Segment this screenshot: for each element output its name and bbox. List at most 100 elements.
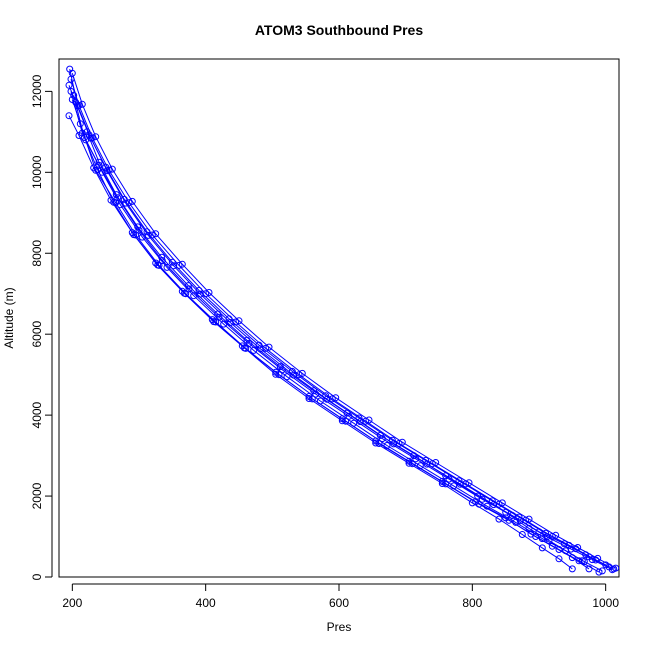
data-point bbox=[518, 531, 526, 538]
data-point bbox=[356, 418, 364, 426]
data-point bbox=[555, 555, 563, 563]
data-point bbox=[75, 132, 83, 139]
data-point bbox=[456, 480, 464, 488]
x-tick-label: 600 bbox=[329, 596, 349, 610]
series-line bbox=[69, 68, 613, 571]
y-tick-label: 2000 bbox=[30, 482, 44, 509]
data-point bbox=[65, 112, 73, 120]
data-point bbox=[168, 258, 176, 266]
data-point bbox=[305, 393, 313, 400]
series-1 bbox=[67, 75, 618, 573]
data-point bbox=[134, 223, 142, 231]
series-line bbox=[71, 73, 616, 569]
data-point bbox=[178, 260, 186, 268]
series-2 bbox=[65, 81, 613, 571]
data-point bbox=[508, 512, 516, 519]
data-point bbox=[490, 501, 498, 509]
y-tick-label: 10000 bbox=[30, 155, 44, 189]
data-point bbox=[595, 568, 603, 576]
y-axis: 0 2000 4000 6000 8000 10000 12000 bbox=[30, 74, 53, 580]
data-point bbox=[290, 371, 298, 379]
data-point bbox=[112, 191, 120, 199]
data-point bbox=[107, 196, 115, 204]
data-point bbox=[545, 537, 553, 545]
data-point bbox=[390, 440, 398, 448]
data-point bbox=[184, 282, 192, 290]
data-point bbox=[310, 387, 318, 395]
data-point bbox=[465, 479, 473, 487]
data-point bbox=[76, 120, 84, 128]
series-10 bbox=[65, 112, 593, 573]
data-point bbox=[214, 310, 222, 318]
y-tick-label: 12000 bbox=[30, 74, 44, 108]
data-point bbox=[538, 544, 546, 552]
data-point bbox=[328, 395, 336, 403]
data-point bbox=[78, 100, 86, 108]
data-point bbox=[235, 317, 243, 325]
data-point bbox=[68, 69, 76, 77]
data-point bbox=[548, 542, 556, 550]
data-point bbox=[495, 515, 503, 523]
data-point bbox=[343, 409, 351, 417]
x-axis-label: Pres bbox=[327, 620, 352, 634]
data-point bbox=[205, 289, 213, 296]
data-point bbox=[585, 565, 593, 573]
series-line bbox=[68, 115, 590, 570]
data-point bbox=[195, 287, 203, 294]
series-5 bbox=[70, 91, 576, 573]
data-point bbox=[90, 164, 98, 172]
data-point bbox=[438, 478, 446, 485]
data-point bbox=[568, 565, 576, 573]
data-point bbox=[372, 437, 380, 445]
series-line bbox=[70, 79, 614, 570]
data-point bbox=[65, 81, 73, 89]
data-point bbox=[574, 544, 582, 551]
data-point bbox=[152, 230, 160, 238]
data-point bbox=[594, 554, 602, 562]
x-tick-label: 1000 bbox=[592, 596, 619, 610]
data-point bbox=[102, 163, 110, 171]
data-point bbox=[272, 368, 280, 376]
data-point bbox=[432, 459, 440, 466]
data-point bbox=[410, 452, 418, 460]
series-4 bbox=[67, 87, 610, 569]
data-point bbox=[152, 259, 160, 267]
data-point bbox=[92, 133, 100, 141]
data-point bbox=[612, 564, 620, 572]
data-point bbox=[405, 457, 413, 465]
series-line bbox=[70, 91, 606, 566]
series-layer bbox=[65, 65, 620, 576]
series-8 bbox=[83, 128, 586, 565]
data-point bbox=[143, 228, 151, 236]
series-line bbox=[73, 95, 573, 570]
series-7 bbox=[76, 120, 603, 576]
data-point bbox=[276, 363, 284, 371]
series-line bbox=[86, 131, 583, 562]
data-point bbox=[298, 369, 306, 377]
data-point bbox=[398, 438, 406, 446]
data-point bbox=[83, 128, 91, 136]
data-point bbox=[70, 91, 78, 99]
series-9 bbox=[68, 69, 620, 572]
data-point bbox=[238, 342, 246, 350]
plot-frame bbox=[58, 58, 620, 578]
data-point bbox=[502, 514, 510, 522]
data-point bbox=[208, 316, 216, 324]
data-point bbox=[338, 415, 346, 423]
y-tick-label: 0 bbox=[30, 573, 44, 580]
x-tick-label: 400 bbox=[196, 596, 216, 610]
data-point bbox=[527, 530, 535, 538]
data-point bbox=[568, 554, 576, 562]
series-line bbox=[68, 85, 610, 568]
y-tick-label: 4000 bbox=[30, 401, 44, 428]
y-tick-label: 6000 bbox=[30, 321, 44, 348]
data-point bbox=[122, 199, 130, 207]
data-point bbox=[108, 165, 116, 173]
data-point bbox=[323, 395, 331, 403]
chart-title: ATOM3 Southbound Pres bbox=[255, 22, 423, 38]
data-point bbox=[525, 515, 533, 523]
data-point bbox=[144, 231, 152, 239]
data-point bbox=[178, 287, 186, 295]
data-point bbox=[158, 253, 166, 261]
